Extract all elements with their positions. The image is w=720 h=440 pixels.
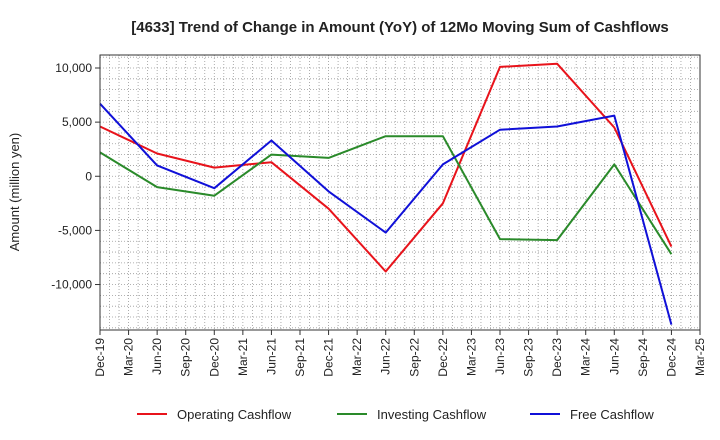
legend-label-operating-cashflow: Operating Cashflow [177, 407, 292, 422]
y-tick-label: 5,000 [62, 115, 92, 129]
x-tick-label: Sep-24 [636, 338, 650, 377]
x-tick-label: Jun-21 [264, 338, 278, 375]
x-tick-label: Sep-22 [407, 338, 421, 377]
x-tick-label: Jun-20 [150, 338, 164, 375]
x-tick-label: Dec-20 [207, 338, 221, 377]
x-tick-label: Jun-24 [607, 338, 621, 375]
x-tick-label: Mar-20 [122, 338, 136, 376]
x-tick-label: Mar-24 [579, 338, 593, 376]
legend: Operating Cashflow Investing Cashflow Free… [137, 407, 654, 422]
y-tick-label: -5,000 [58, 223, 92, 237]
y-axis-ticks: 10,000 5,000 0 -5,000 -10,000 [51, 61, 100, 292]
x-tick-label: Dec-22 [436, 338, 450, 377]
series-line-investing-cashflow [99, 135, 673, 255]
x-tick-label: Mar-21 [236, 338, 250, 376]
x-tick-label: Dec-19 [93, 338, 107, 377]
legend-label-free-cashflow: Free Cashflow [570, 407, 654, 422]
y-tick-label: 10,000 [55, 61, 92, 75]
x-tick-label: Jun-23 [493, 338, 507, 375]
y-tick-label: 0 [85, 169, 92, 183]
x-tick-label: Mar-25 [693, 338, 707, 376]
series-lines [99, 62, 673, 325]
x-tick-label: Sep-20 [179, 338, 193, 377]
plot-area [99, 54, 701, 331]
grid [100, 55, 700, 330]
series-line-free-cashflow [99, 103, 673, 325]
x-tick-label: Sep-21 [293, 338, 307, 377]
x-tick-label: Jun-22 [379, 338, 393, 375]
y-axis-title: Amount (million yen) [7, 133, 22, 252]
chart-title: [4633] Trend of Change in Amount (YoY) o… [131, 19, 669, 36]
x-tick-label: Sep-23 [522, 338, 536, 377]
series-line-operating-cashflow [99, 62, 673, 273]
x-tick-label: Dec-21 [322, 338, 336, 377]
x-tick-label: Dec-23 [550, 338, 564, 377]
x-tick-label: Mar-23 [464, 338, 478, 376]
x-axis-ticks: Dec-19 Mar-20 Jun-20 Sep-20 Dec-20 Mar-21 Jun-… [93, 330, 707, 377]
x-tick-label: Mar-22 [350, 338, 364, 376]
y-tick-label: -10,000 [51, 278, 92, 292]
legend-label-investing-cashflow: Investing Cashflow [377, 407, 487, 422]
x-tick-label: Dec-24 [664, 338, 678, 377]
